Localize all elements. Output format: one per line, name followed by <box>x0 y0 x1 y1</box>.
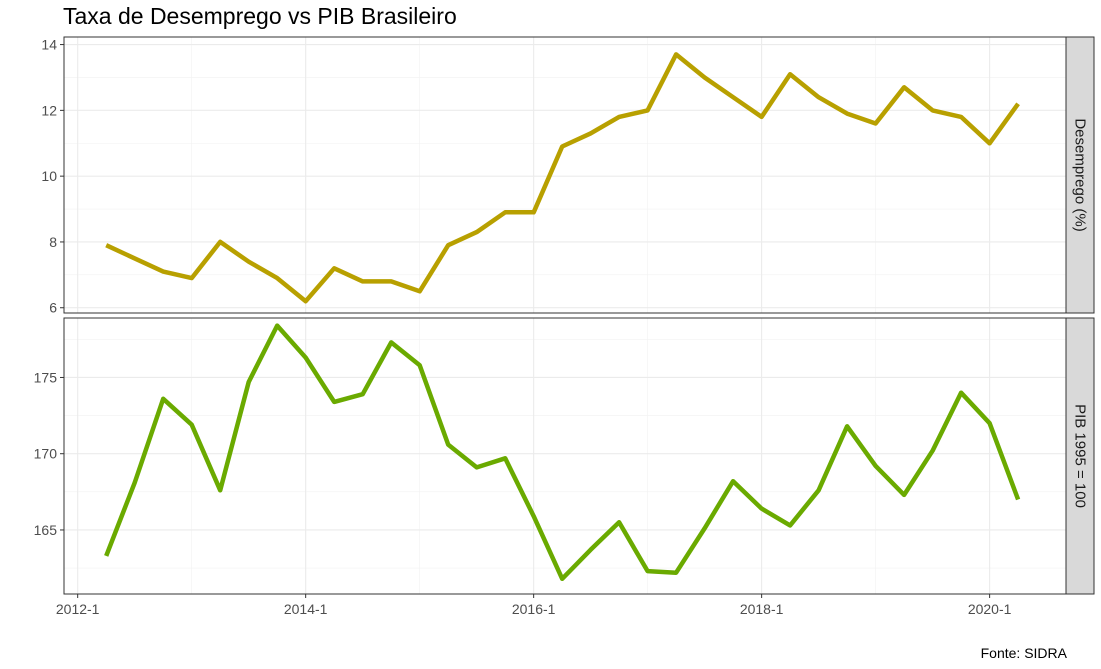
data-point <box>931 108 935 112</box>
x-tick-label: 2012-1 <box>56 601 100 617</box>
data-point <box>788 523 792 527</box>
data-point <box>1016 102 1020 106</box>
data-point <box>703 75 707 79</box>
data-point <box>446 443 450 447</box>
data-point <box>332 400 336 404</box>
y-tick-label: 12 <box>41 102 57 118</box>
data-point <box>304 356 308 360</box>
data-point <box>646 569 650 573</box>
data-point <box>104 554 108 558</box>
data-point <box>275 324 279 328</box>
data-point <box>760 507 764 511</box>
facet-strip-label: Desemprego (%) <box>1072 118 1089 231</box>
data-point <box>703 526 707 530</box>
y-tick-label: 10 <box>41 168 57 184</box>
data-point <box>418 289 422 293</box>
series-line <box>105 52 1020 304</box>
data-point <box>503 456 507 460</box>
data-point <box>532 514 536 518</box>
data-point <box>589 548 593 552</box>
data-point <box>247 260 251 264</box>
data-point <box>361 279 365 283</box>
data-point <box>1016 497 1020 501</box>
data-point <box>332 266 336 270</box>
x-tick-label: 2014-1 <box>284 601 328 617</box>
data-point <box>674 571 678 575</box>
y-tick-label: 14 <box>41 37 57 53</box>
data-point <box>731 95 735 99</box>
data-point <box>874 464 878 468</box>
data-point <box>902 493 906 497</box>
data-point <box>133 256 137 260</box>
data-point <box>560 577 564 581</box>
data-point <box>988 141 992 145</box>
facet-strip-label: PIB 1995 = 100 <box>1072 404 1089 508</box>
data-point <box>418 363 422 367</box>
data-point <box>674 52 678 56</box>
data-point <box>475 465 479 469</box>
data-point <box>275 276 279 280</box>
data-point <box>532 210 536 214</box>
data-point <box>731 479 735 483</box>
data-point <box>218 240 222 244</box>
data-point <box>959 115 963 119</box>
data-point <box>817 488 821 492</box>
y-tick-label: 8 <box>49 234 57 250</box>
data-point <box>503 210 507 214</box>
data-point <box>104 243 108 247</box>
data-point <box>788 72 792 76</box>
data-point <box>646 108 650 112</box>
data-point <box>389 340 393 344</box>
data-point <box>617 115 621 119</box>
data-point <box>446 243 450 247</box>
data-point <box>361 392 365 396</box>
data-point <box>617 520 621 524</box>
data-point <box>589 131 593 135</box>
chart-title: Taxa de Desemprego vs PIB Brasileiro <box>63 3 457 29</box>
facet-strip <box>1065 317 1095 595</box>
y-tick-label: 175 <box>34 369 58 385</box>
panel-border <box>63 317 1067 595</box>
chart-caption: Fonte: SIDRA <box>980 645 1067 661</box>
data-point <box>902 85 906 89</box>
x-tick-label: 2020-1 <box>968 601 1012 617</box>
data-point <box>161 397 165 401</box>
data-point <box>845 424 849 428</box>
facet-strip <box>1065 36 1095 314</box>
panel-border <box>63 36 1067 314</box>
data-point <box>247 380 251 384</box>
data-point <box>959 391 963 395</box>
y-tick-label: 6 <box>49 300 57 316</box>
data-point <box>988 421 992 425</box>
data-point <box>931 449 935 453</box>
y-tick-label: 165 <box>34 522 58 538</box>
data-point <box>190 423 194 427</box>
x-tick-label: 2016-1 <box>512 601 556 617</box>
y-tick-label: 170 <box>34 446 58 462</box>
data-point <box>475 230 479 234</box>
data-point <box>817 95 821 99</box>
series-line <box>104 323 1021 582</box>
data-point <box>190 276 194 280</box>
data-point <box>874 122 878 126</box>
data-point <box>161 270 165 274</box>
x-tick-label: 2018-1 <box>740 601 784 617</box>
data-point <box>845 112 849 116</box>
data-point <box>304 299 308 303</box>
data-point <box>218 488 222 492</box>
data-point <box>760 115 764 119</box>
data-point <box>389 279 393 283</box>
data-point <box>560 145 564 149</box>
data-point <box>133 481 137 485</box>
